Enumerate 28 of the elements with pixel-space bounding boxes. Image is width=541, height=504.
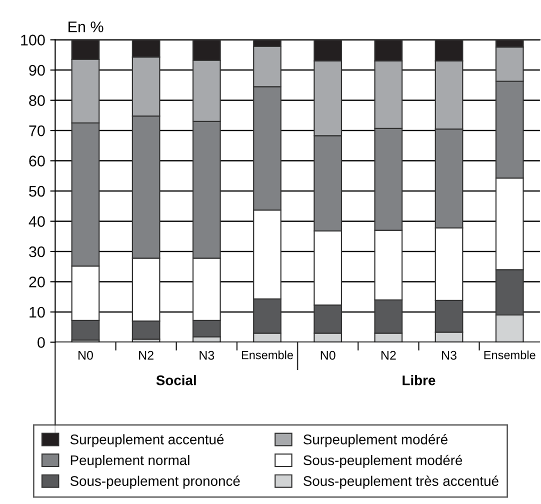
y-tick-label: 50	[29, 186, 45, 197]
x-tick-label: N3	[442, 350, 456, 360]
x-tick-label: N3	[200, 350, 214, 360]
legend-label: Sous-peuplement modéré	[304, 454, 462, 468]
x-tick-label: Ensemble	[484, 350, 536, 360]
y-tick-label: 80	[29, 95, 45, 106]
y-tick-label: 30	[29, 246, 45, 258]
legend-label: Surpeuplement modéré	[304, 434, 448, 448]
y-tick-label: 10	[30, 306, 45, 318]
y-tick-label: 70	[29, 125, 45, 136]
legend-label: Surpeuplement accentué	[70, 434, 224, 448]
legend-label: Sous-peuplement très accentué	[304, 476, 498, 489]
y-tick-label: 90	[29, 64, 45, 76]
x-tick-label: N2	[139, 350, 154, 360]
legend-label: Sous-peuplement prononcé	[70, 476, 240, 489]
y-tick-label: 20	[29, 276, 45, 288]
y-tick-label: 40	[28, 216, 45, 227]
y-tick-label: 60	[29, 156, 45, 166]
text: Libre	[402, 375, 436, 386]
y-tick-label: 0	[38, 337, 45, 348]
x-tick-label: N0	[320, 350, 336, 360]
y-axis-title: En %	[68, 22, 104, 32]
x-tick-label: N2	[381, 350, 396, 360]
y-tick-label: 100	[21, 34, 45, 46]
x-tick-label: N0	[78, 350, 93, 360]
legend-label: Peuplement normal	[70, 454, 190, 468]
x-tick-label: Ensemble	[242, 350, 293, 360]
text: Social	[156, 375, 196, 386]
